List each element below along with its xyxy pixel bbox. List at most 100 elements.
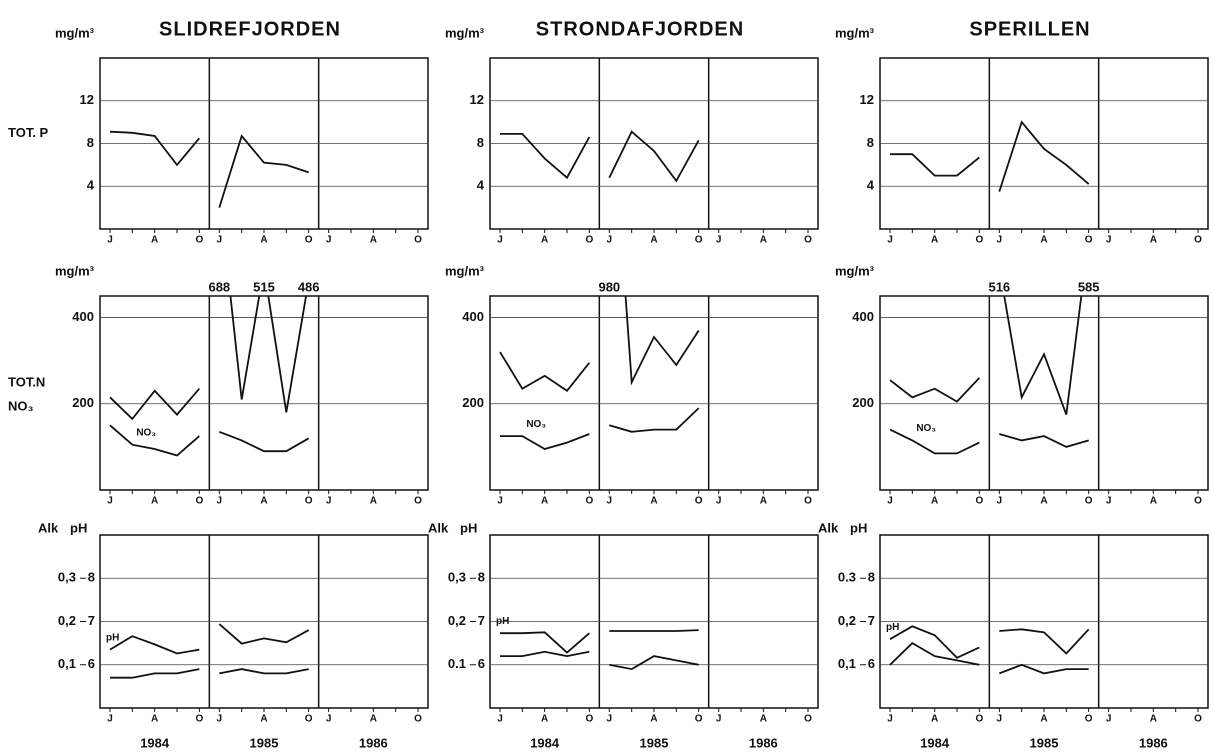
value-label: 486 <box>298 279 320 294</box>
y-tick-label: 200 <box>462 395 484 410</box>
x-tick-label: J <box>607 235 613 246</box>
data-line <box>890 153 980 177</box>
x-tick-label: A <box>760 714 767 725</box>
data-line <box>218 623 310 645</box>
y-axis-label: TOT. P <box>8 125 49 140</box>
data-line <box>889 428 980 455</box>
y-tick-label: 400 <box>852 309 874 324</box>
data-line <box>500 631 590 654</box>
unit-label: mg/m³ <box>55 25 95 40</box>
x-tick-label: J <box>217 496 223 507</box>
data-line <box>999 628 1090 655</box>
x-tick-label: O <box>195 235 203 246</box>
year-label: 1986 <box>749 735 778 750</box>
x-tick-label: O <box>975 714 983 725</box>
x-tick-label: A <box>931 496 938 507</box>
x-tick-label: A <box>1040 714 1047 725</box>
data-line <box>218 134 309 208</box>
x-tick-label: O <box>585 714 593 725</box>
x-tick-label: J <box>326 714 332 725</box>
y-tick-label: 0,1 <box>58 656 76 671</box>
x-tick-label: O <box>414 714 422 725</box>
data-line <box>608 130 700 183</box>
x-tick-label: J <box>887 714 893 725</box>
data-line <box>229 296 307 413</box>
data-line <box>998 663 1089 675</box>
x-tick-label: J <box>107 714 113 725</box>
y2-tick-label: 6 <box>868 656 875 671</box>
data-line <box>889 625 980 659</box>
panel: STRONDAFJORDEN mg/m³ 4 8 12 J A O J A O J A O <box>445 18 819 246</box>
data-line <box>109 130 200 167</box>
x-tick-label: O <box>975 235 983 246</box>
x-tick-label: J <box>716 235 722 246</box>
y2-tick-label: 8 <box>478 570 485 585</box>
series-label: NO₃ <box>916 423 936 434</box>
x-tick-label: A <box>260 714 267 725</box>
y2-axis-label: pH <box>70 520 87 535</box>
year-label: 1984 <box>140 735 170 750</box>
x-tick-label: J <box>326 496 332 507</box>
unit-label: mg/m³ <box>835 25 875 40</box>
x-tick-label: J <box>326 235 332 246</box>
x-tick-label: J <box>997 496 1003 507</box>
data-line <box>500 433 590 450</box>
y-tick-label: 8 <box>87 135 94 150</box>
unit-label: mg/m³ <box>55 263 95 278</box>
data-line <box>609 629 699 632</box>
x-tick-label: O <box>195 714 203 725</box>
data-line <box>500 133 591 180</box>
x-tick-label: O <box>1194 496 1202 507</box>
y-tick-label: 0,3 <box>448 570 466 585</box>
y-tick-label: 8 <box>477 135 484 150</box>
data-line <box>218 430 310 453</box>
y-tick-label: 0,3 <box>58 570 76 585</box>
x-tick-label: J <box>497 235 503 246</box>
series-label: pH <box>106 632 119 643</box>
x-tick-label: O <box>414 235 422 246</box>
x-tick-label: O <box>1085 496 1093 507</box>
data-line <box>109 424 200 457</box>
data-line <box>609 407 700 433</box>
value-label: 585 <box>1078 279 1100 294</box>
x-tick-label: A <box>650 496 657 507</box>
data-line <box>109 635 200 655</box>
y-tick-label: 200 <box>852 395 874 410</box>
x-tick-label: A <box>650 235 657 246</box>
panel: mg/m³ 200 400 J A O J A O J A O 516 585 NO₃ <box>835 263 1209 507</box>
y-tick-label: 4 <box>867 178 875 193</box>
data-line <box>499 351 591 393</box>
x-tick-label: J <box>1106 235 1112 246</box>
x-tick-label: A <box>1040 496 1047 507</box>
y-tick-label: 400 <box>462 309 484 324</box>
year-label: 1984 <box>530 735 560 750</box>
x-tick-label: O <box>305 496 313 507</box>
x-tick-label: O <box>695 235 703 246</box>
y2-tick-label: 8 <box>88 570 95 585</box>
x-tick-label: O <box>1194 235 1202 246</box>
x-tick-label: A <box>541 714 548 725</box>
y2-axis-label: pH <box>850 520 867 535</box>
x-tick-label: J <box>887 235 893 246</box>
panel: mg/m³ TOT.N NO₃ 200 400 J A O J A O J A O 688 515 486 NO₃ <box>8 263 429 507</box>
data-line <box>998 120 1090 192</box>
y-axis-label: Alk <box>428 520 449 535</box>
y2-tick-label: 7 <box>478 613 485 628</box>
year-label: 1984 <box>920 735 950 750</box>
y-tick-label: 0,2 <box>448 613 466 628</box>
value-label: 516 <box>988 279 1010 294</box>
y-axis-label: NO₃ <box>8 398 34 413</box>
x-tick-label: A <box>541 496 548 507</box>
chart-title: SLIDREFJORDEN <box>159 18 341 40</box>
x-tick-label: O <box>804 235 812 246</box>
panel: mg/m³ 200 400 J A O J A O J A O 980 NO₃ <box>445 263 819 507</box>
y-tick-label: 0,2 <box>58 613 76 628</box>
y2-axis-label: pH <box>460 520 477 535</box>
year-label: 1985 <box>1030 735 1059 750</box>
x-tick-label: A <box>760 235 767 246</box>
value-label: 688 <box>208 279 230 294</box>
x-tick-label: J <box>997 235 1003 246</box>
x-tick-label: J <box>107 496 113 507</box>
